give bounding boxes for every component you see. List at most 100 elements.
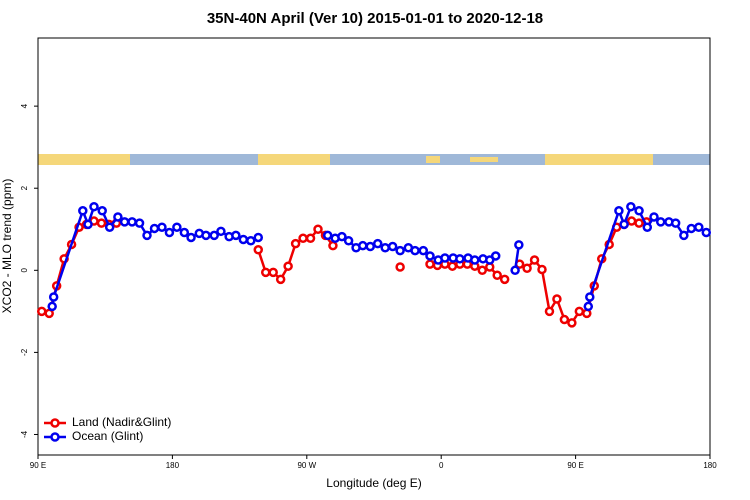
point: [395, 262, 405, 272]
point: [544, 306, 555, 317]
point: [619, 219, 629, 230]
point: [440, 253, 450, 263]
legend-label: Ocean (Glint): [72, 429, 143, 443]
point: [48, 292, 59, 302]
point: [447, 261, 458, 271]
x-tick-label: 90 E: [30, 461, 46, 470]
x-axis-label: Longitude (deg E): [326, 476, 421, 490]
point: [238, 234, 249, 245]
point: [585, 292, 595, 302]
point: [634, 206, 644, 216]
point: [614, 206, 624, 216]
series-line: [50, 204, 707, 307]
point: [343, 236, 354, 246]
point: [425, 259, 435, 269]
point: [492, 270, 502, 280]
point: [642, 222, 653, 232]
point: [157, 222, 167, 232]
map-land: [258, 154, 330, 165]
y-axis-label: XCO2 - MLO trend (ppm): [0, 179, 14, 314]
point: [686, 223, 697, 234]
point: [358, 240, 368, 251]
point: [78, 206, 88, 216]
point: [529, 255, 540, 265]
point: [164, 227, 175, 238]
point: [670, 218, 681, 228]
point: [201, 230, 211, 241]
point: [583, 301, 594, 312]
y-tick-label: 0: [20, 268, 29, 273]
point: [313, 224, 323, 235]
point: [142, 230, 152, 241]
point: [328, 240, 338, 251]
point: [455, 254, 465, 264]
point: [701, 227, 712, 238]
point: [514, 240, 524, 250]
point: [283, 261, 293, 271]
point: [552, 294, 562, 304]
map-ocean: [38, 154, 710, 165]
x-tick-label: 90 W: [297, 461, 316, 470]
point: [490, 251, 501, 261]
point: [134, 218, 145, 228]
point: [655, 217, 666, 227]
point: [179, 227, 190, 238]
chart-title: 35N-40N April (Ver 10) 2015-01-01 to 202…: [207, 10, 543, 27]
point: [365, 241, 376, 252]
point: [574, 306, 585, 317]
point: [484, 255, 495, 265]
point: [418, 245, 429, 256]
point: [260, 267, 271, 278]
legend-marker: [50, 432, 60, 442]
point: [97, 206, 107, 216]
point: [410, 245, 420, 256]
x-tick-label: 180: [166, 461, 180, 470]
point: [253, 232, 264, 243]
point: [387, 241, 398, 252]
point: [89, 201, 99, 212]
point: [626, 201, 636, 212]
point: [127, 217, 137, 227]
point: [559, 314, 570, 325]
point: [380, 242, 390, 253]
point: [470, 255, 480, 265]
point: [510, 265, 520, 276]
point: [209, 230, 219, 241]
point: [268, 267, 278, 278]
point: [634, 218, 644, 228]
point: [47, 301, 57, 312]
y-tick-label: -4: [20, 430, 29, 438]
point: [186, 232, 196, 243]
point: [231, 230, 241, 241]
point: [649, 212, 659, 222]
point: [522, 263, 532, 274]
map-land: [545, 154, 653, 165]
point: [113, 212, 123, 222]
point: [83, 219, 93, 230]
point: [337, 231, 347, 242]
point: [567, 318, 577, 328]
point: [537, 264, 547, 275]
point: [305, 233, 316, 244]
legend-marker: [50, 418, 60, 428]
point: [372, 238, 383, 249]
point: [290, 238, 301, 249]
point: [96, 218, 107, 228]
point: [679, 230, 689, 241]
x-tick-label: 90 E: [567, 461, 583, 470]
y-tick-label: 4: [20, 103, 29, 108]
map-strip: [38, 154, 710, 165]
point: [246, 236, 256, 246]
map-land: [470, 157, 498, 162]
point: [253, 245, 264, 255]
map-land: [38, 154, 130, 165]
point: [694, 222, 704, 232]
point: [322, 230, 333, 241]
plot-frame: [37, 37, 711, 456]
point: [149, 223, 160, 234]
point: [395, 245, 405, 256]
point: [477, 265, 488, 276]
point: [626, 216, 637, 226]
